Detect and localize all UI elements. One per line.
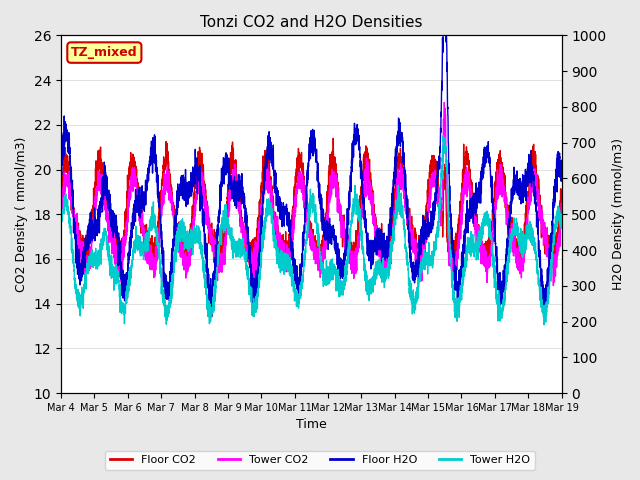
Floor H2O bbox=[511, 170, 518, 176]
Floor H2O bbox=[197, 190, 205, 196]
Tower CO2 bbox=[369, 206, 376, 212]
Tower CO2 bbox=[557, 200, 565, 206]
Tower H2O bbox=[369, 277, 376, 283]
Line: Tower H2O: Tower H2O bbox=[61, 135, 561, 325]
Floor H2O bbox=[360, 194, 367, 200]
Floor CO2 bbox=[57, 187, 65, 192]
Floor H2O bbox=[369, 262, 376, 268]
Floor CO2 bbox=[511, 230, 518, 236]
Y-axis label: CO2 Density ( mmol/m3): CO2 Density ( mmol/m3) bbox=[15, 136, 28, 292]
Tower CO2 bbox=[360, 186, 367, 192]
Text: TZ_mixed: TZ_mixed bbox=[71, 46, 138, 59]
Floor H2O bbox=[557, 157, 565, 163]
Floor CO2 bbox=[164, 160, 172, 166]
Tower CO2 bbox=[197, 178, 205, 184]
Tower CO2 bbox=[57, 216, 65, 222]
Tower CO2 bbox=[510, 248, 518, 254]
Line: Floor H2O: Floor H2O bbox=[61, 36, 561, 317]
Tower CO2 bbox=[557, 220, 565, 226]
Tower CO2 bbox=[440, 99, 448, 105]
Floor CO2 bbox=[360, 151, 368, 157]
Line: Floor CO2: Floor CO2 bbox=[61, 138, 561, 270]
Floor H2O bbox=[557, 166, 565, 171]
X-axis label: Time: Time bbox=[296, 419, 326, 432]
Tower H2O bbox=[540, 322, 548, 328]
Floor H2O bbox=[439, 33, 447, 38]
Floor H2O bbox=[57, 165, 65, 171]
Tower H2O bbox=[440, 132, 447, 138]
Tower H2O bbox=[360, 251, 367, 257]
Floor CO2 bbox=[150, 267, 158, 273]
Y-axis label: H2O Density (mmol/m3): H2O Density (mmol/m3) bbox=[612, 138, 625, 290]
Tower CO2 bbox=[550, 283, 557, 288]
Tower H2O bbox=[557, 220, 565, 226]
Line: Tower CO2: Tower CO2 bbox=[61, 102, 561, 286]
Floor CO2 bbox=[197, 154, 205, 159]
Legend: Floor CO2, Tower CO2, Floor H2O, Tower H2O: Floor CO2, Tower CO2, Floor H2O, Tower H… bbox=[105, 451, 535, 469]
Floor CO2 bbox=[369, 196, 376, 202]
Floor CO2 bbox=[557, 189, 565, 195]
Floor H2O bbox=[208, 314, 216, 320]
Tower H2O bbox=[164, 311, 172, 316]
Floor H2O bbox=[164, 286, 172, 292]
Tower H2O bbox=[57, 224, 65, 230]
Tower H2O bbox=[510, 215, 518, 221]
Tower H2O bbox=[557, 219, 565, 225]
Floor CO2 bbox=[557, 192, 565, 197]
Tower H2O bbox=[197, 246, 205, 252]
Tower CO2 bbox=[164, 182, 172, 188]
Title: Tonzi CO2 and H2O Densities: Tonzi CO2 and H2O Densities bbox=[200, 15, 422, 30]
Floor CO2 bbox=[330, 135, 337, 141]
